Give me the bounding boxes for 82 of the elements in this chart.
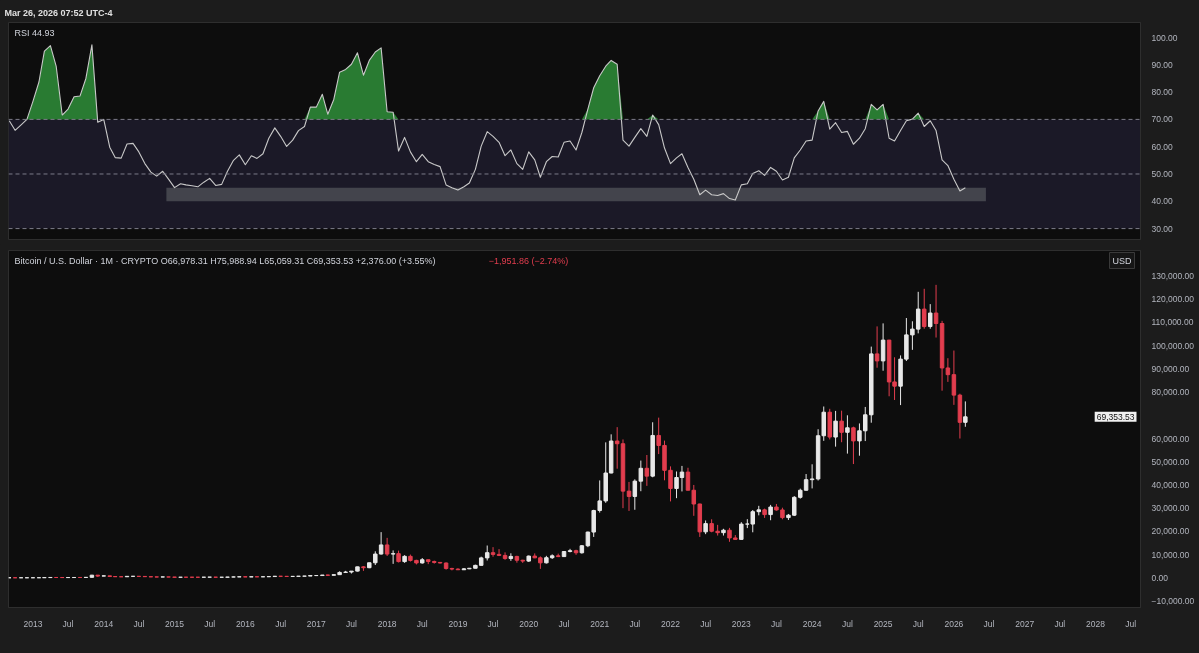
y-tick-label: 130,000.00 [1151,271,1195,282]
candlestick [490,546,496,558]
candlestick [833,410,838,448]
candlestick [951,350,957,406]
annotation: USD [1112,255,1132,266]
y-tick-label: 50.00 [1151,168,1174,179]
candlestick [502,551,508,561]
x-tick-label: 2019 [448,618,468,629]
text: Bitcoin / U.S. Dollar · 1M · CRYPTO O66,978.31 H75,988.94 L65,059.31 C69,353.53 +2,376.00 (+3.55%) [14,255,436,266]
x-tick-label: Jul [912,618,924,629]
y-tick-label: 60.00 [1151,141,1174,152]
x-tick-label: 2021 [590,618,610,629]
x-tick-label: 2022 [661,618,681,629]
y-tick-label: 20,000.00 [1151,526,1190,537]
y-tick-label: 80.00 [1151,87,1174,98]
x-tick-label: Jul [487,618,499,629]
y-tick-label: 100,000.00 [1151,340,1195,351]
candlestick [644,454,650,487]
x-tick-label: Jul [1125,618,1137,629]
x-tick-label: 2014 [94,618,114,629]
candlestick [496,548,502,557]
y-tick-label: 90,000.00 [1151,363,1190,374]
x-tick-label: Jul [133,618,145,629]
candlestick [933,284,939,339]
y-tick-label: 30.00 [1151,223,1174,234]
y-tick-label: 100.00 [1151,32,1178,43]
y-tick-label: 120,000.00 [1151,294,1195,305]
candlestick [839,410,844,443]
x-tick-label: 2013 [23,618,43,629]
x-tick-label: 2017 [306,618,327,629]
candlestick [874,325,880,369]
x-tick-label: 2023 [731,618,752,629]
candlestick [390,549,396,565]
x-tick-label: Jul [275,618,287,629]
candlestick [632,478,638,511]
candlestick [384,537,390,557]
x-tick-label: Jul [558,618,570,629]
y-tick-label: 50,000.00 [1151,456,1190,467]
x-tick-label: Jul [62,618,74,629]
candlestick [921,288,927,330]
x-tick-label: 2028 [1086,618,1106,629]
candlestick [508,552,514,562]
candlestick [845,414,850,455]
x-tick-label: Jul [346,618,357,629]
x-tick-label: 2025 [873,618,893,629]
x-tick-label: 2018 [377,618,397,629]
y-tick-label: 90.00 [1151,59,1174,70]
x-tick-label: Jul [700,618,712,629]
candlestick [963,400,968,428]
x-tick-label: Jul [204,618,216,629]
x-tick-label: Jul [416,618,428,629]
x-tick-label: 2015 [165,618,185,629]
line-series [8,44,966,201]
candlestick [880,322,886,372]
x-tick-label: Jul [629,618,641,629]
y-tick-label: 110,000.00 [1151,317,1194,328]
candlestick [626,481,632,512]
x-tick-label: 2020 [519,618,539,629]
x-tick-label: Jul [770,618,782,629]
x-tick-label: Jul [983,618,995,629]
y-tick-label: 30,000.00 [1151,503,1190,514]
y-tick-label: 40,000.00 [1151,479,1190,490]
y-tick-label: 10,000.00 [1151,549,1190,560]
x-tick-label: 2026 [944,618,964,629]
x-tick-label: 2027 [1015,618,1035,629]
y-tick-label: 0.00 [1151,572,1169,583]
x-tick-label: 2016 [235,618,256,629]
x-tick-label: Jul [841,618,853,629]
text: RSI 44.93 [14,27,55,38]
x-tick-label: Jul [1054,618,1066,629]
y-tick-label: 70.00 [1151,114,1174,125]
annotation: −1,951.86 (−2.74%) [488,255,569,266]
candlestick [851,426,856,465]
y-tick-label: 80,000.00 [1151,387,1190,398]
candlestick [638,460,644,492]
y-tick-label: 40.00 [1151,196,1174,207]
y-tick-label: −10,000.00 [1151,596,1195,606]
annotation: 69,353.53 [1096,411,1135,422]
candlestick [927,303,933,330]
x-tick-label: 2024 [802,618,822,629]
y-tick-label: 60,000.00 [1151,433,1190,444]
text: Mar 26, 2026 07:52 UTC-4 [4,7,113,18]
